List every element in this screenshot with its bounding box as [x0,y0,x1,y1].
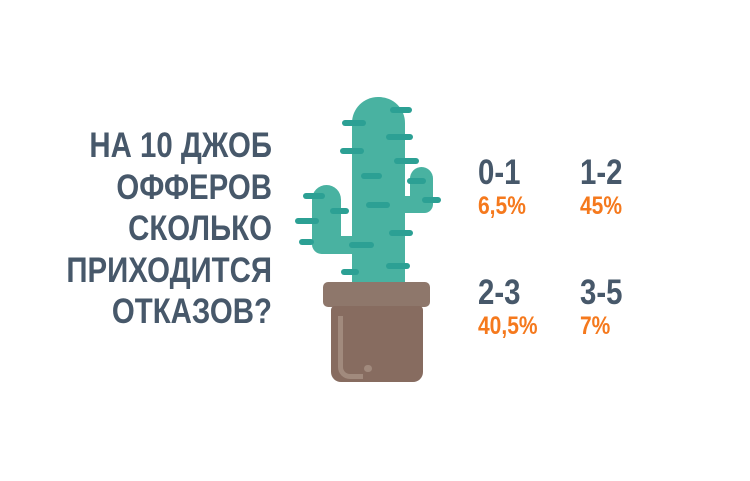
stat-range: 1-2 [580,153,623,192]
cactus-spine [386,263,410,269]
cactus-right-arm-joint [401,196,417,213]
cactus-spine [389,230,413,236]
cactus-spine [422,197,441,203]
stat-percent: 45% [580,192,623,220]
cactus-spine [366,202,390,208]
cactus-spine [407,178,426,184]
stat-percent: 7% [580,312,611,340]
pot-rim [323,282,430,307]
cactus-spine [394,158,419,164]
stat-cell-2-3: 2-3 40,5% [478,273,538,340]
question-title: НА 10 ДЖОБ ОФФЕРОВ СКОЛЬКО ПРИХОДИТСЯ ОТ… [60,125,272,333]
cactus-left-arm-joint [329,236,355,254]
stat-cell-3-5: 3-5 7% [580,273,623,340]
cactus-spine [386,134,413,140]
title-line-4: ПРИХОДИТСЯ [66,250,272,290]
cactus-spine [295,218,319,224]
title-line-3: СКОЛЬКО [128,209,272,248]
stat-range: 3-5 [580,273,623,312]
pot-highlight-dot [364,365,372,372]
stat-range: 0-1 [478,153,521,192]
cactus-spine [361,173,382,179]
stat-percent: 40,5% [478,312,538,340]
cactus-spine [349,242,374,248]
stat-range: 2-3 [478,273,521,312]
cactus-trunk [352,97,405,283]
cactus-spine [390,107,412,113]
stat-cell-0-1: 0-1 6,5% [478,153,526,220]
stat-percent: 6,5% [478,192,526,220]
cactus-spine [330,208,349,214]
cactus-spine [303,193,325,199]
cactus-spine [299,239,314,245]
stat-cell-1-2: 1-2 45% [580,153,623,220]
cactus-spine [342,120,366,126]
cactus-spine [341,269,359,275]
cactus-spine [340,148,364,154]
title-line-1: НА 10 ДЖОБ [89,126,272,165]
pot-highlight [338,316,363,379]
title-line-2: ОФФЕРОВ [116,167,272,207]
title-line-5: ОТКАЗОВ? [111,292,272,331]
